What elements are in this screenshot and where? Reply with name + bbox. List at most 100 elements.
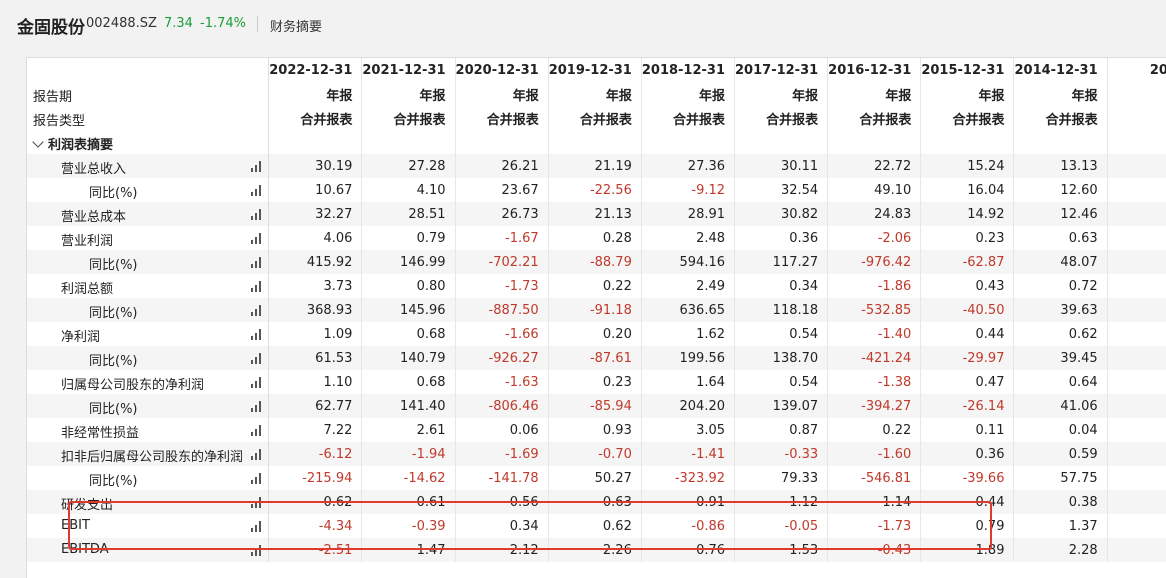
chart-icon-cell[interactable] xyxy=(245,154,270,178)
chart-icon-cell[interactable] xyxy=(245,274,270,298)
column-header-period[interactable] xyxy=(1107,82,1166,106)
column-header-date[interactable]: 2016-12-31 xyxy=(827,58,922,82)
section-label-cell[interactable]: 利润表摘要 xyxy=(27,130,245,154)
section-tab-financial-summary[interactable]: 财务摘要 xyxy=(270,20,323,35)
bar-chart-icon[interactable] xyxy=(250,376,263,388)
empty-cell xyxy=(268,130,363,154)
column-header-date[interactable]: 2021-12-31 xyxy=(361,58,456,82)
column-header-type[interactable]: 合并报表 xyxy=(548,106,642,130)
column-header-type[interactable]: 合并报表 xyxy=(734,106,829,130)
bar-chart-icon[interactable] xyxy=(250,352,263,364)
column-header-type[interactable]: 合并报表 xyxy=(920,106,1015,130)
chart-icon-cell[interactable] xyxy=(245,442,270,466)
column-header-period[interactable]: 年报 xyxy=(548,82,642,106)
chart-icon-cell[interactable] xyxy=(245,466,270,490)
value-cell: -1.40 xyxy=(827,322,922,346)
value-cell: 1.09 xyxy=(268,322,363,346)
column-header-period[interactable]: 年报 xyxy=(455,82,549,106)
column-header-period[interactable]: 年报 xyxy=(1013,82,1108,106)
bar-chart-icon[interactable] xyxy=(250,304,263,316)
value-cell: 1.47 xyxy=(361,538,456,562)
value-cell: 0.34 xyxy=(455,514,549,538)
column-header-date[interactable]: 2014-12-31 xyxy=(1013,58,1108,82)
value-cell: 0.79 xyxy=(920,514,1015,538)
bar-chart-icon[interactable] xyxy=(250,472,263,484)
chevron-down-icon[interactable] xyxy=(32,136,44,148)
bar-chart-icon[interactable] xyxy=(250,256,263,268)
bar-chart-icon[interactable] xyxy=(250,424,263,436)
column-header-type[interactable]: 合并报表 xyxy=(641,106,736,130)
bar-chart-icon[interactable] xyxy=(250,280,263,292)
chart-icon-cell[interactable] xyxy=(245,250,270,274)
bar-chart-icon[interactable] xyxy=(250,544,263,556)
column-header-type[interactable]: 合并报表 xyxy=(827,106,922,130)
column-header-period[interactable]: 年报 xyxy=(827,82,922,106)
chart-icon-cell[interactable] xyxy=(245,202,270,226)
chart-icon-cell[interactable] xyxy=(245,226,270,250)
chart-icon-cell[interactable] xyxy=(245,370,270,394)
column-header-date[interactable]: 2018-12-31 xyxy=(641,58,736,82)
column-header-type[interactable]: 合并报表 xyxy=(268,106,363,130)
column-header-period[interactable]: 年报 xyxy=(268,82,363,106)
chart-icon-cell[interactable] xyxy=(245,418,270,442)
column-header-date[interactable]: 201 xyxy=(1107,58,1166,82)
chart-icon-cell[interactable] xyxy=(245,538,270,562)
bar-chart-icon[interactable] xyxy=(250,520,263,532)
bar-chart-icon[interactable] xyxy=(250,448,263,460)
value-cell: 23.67 xyxy=(455,178,549,202)
chart-icon-cell[interactable] xyxy=(245,514,270,538)
column-header-type[interactable]: 合并报表 xyxy=(361,106,456,130)
column-header-date[interactable]: 2022-12-31 xyxy=(268,58,363,82)
column-header-period[interactable]: 年报 xyxy=(361,82,456,106)
section-label[interactable]: 利润表摘要 xyxy=(32,134,113,153)
table-row: 同比(%) 415.92 146.99 -702.21 -88.79 594.16 117.… xyxy=(27,250,1166,274)
value-cell: 79.33 xyxy=(734,466,829,490)
value-cell: 2.48 xyxy=(641,226,736,250)
column-header-period[interactable]: 年报 xyxy=(920,82,1015,106)
value-cell: -976.42 xyxy=(827,250,922,274)
column-header-date[interactable]: 2019-12-31 xyxy=(548,58,642,82)
section-row[interactable]: 利润表摘要 xyxy=(27,130,1166,154)
chart-icon-cell[interactable] xyxy=(245,298,270,322)
bar-chart-icon[interactable] xyxy=(250,208,263,220)
chart-icon-cell[interactable] xyxy=(245,490,270,514)
value-cell xyxy=(1107,298,1166,322)
column-header-date[interactable]: 2020-12-31 xyxy=(455,58,549,82)
value-cell: 146.99 xyxy=(361,250,456,274)
value-cell: 48.07 xyxy=(1013,250,1108,274)
bar-chart-icon[interactable] xyxy=(250,400,263,412)
bar-chart-icon[interactable] xyxy=(250,184,263,196)
value-cell: -926.27 xyxy=(455,346,549,370)
chart-icon-cell[interactable] xyxy=(245,178,270,202)
bar-chart-icon[interactable] xyxy=(250,496,263,508)
value-cell xyxy=(1107,370,1166,394)
table-row: 同比(%) 368.93 145.96 -887.50 -91.18 636.65 118.… xyxy=(27,298,1166,322)
chart-icon-cell[interactable] xyxy=(245,394,270,418)
chart-icon-cell[interactable] xyxy=(245,346,270,370)
header-row-period: 报告期 年报 年报 年报 年报 年报 年报 年报 年报 年报 xyxy=(27,82,1166,106)
column-header-date[interactable]: 2015-12-31 xyxy=(920,58,1015,82)
value-cell: 30.82 xyxy=(734,202,829,226)
column-header-type[interactable] xyxy=(1107,106,1166,130)
value-cell: -91.18 xyxy=(548,298,642,322)
chart-icon-cell[interactable] xyxy=(245,322,270,346)
column-header-date[interactable]: 2017-12-31 xyxy=(734,58,829,82)
value-cell: -1.94 xyxy=(361,442,456,466)
value-cell: 0.36 xyxy=(920,442,1015,466)
column-header-period[interactable]: 年报 xyxy=(641,82,736,106)
row-label-cell: 营业总收入 xyxy=(27,154,246,178)
column-header-period[interactable]: 年报 xyxy=(734,82,829,106)
bar-chart-icon[interactable] xyxy=(250,328,263,340)
bar-chart-icon[interactable] xyxy=(250,160,263,172)
header-label-cell xyxy=(27,58,245,82)
value-cell: 0.34 xyxy=(734,274,829,298)
icon-cell xyxy=(245,58,270,82)
row-label: 营业利润 xyxy=(61,234,114,249)
column-header-type[interactable]: 合并报表 xyxy=(455,106,549,130)
value-cell: -1.69 xyxy=(455,442,549,466)
value-cell: -887.50 xyxy=(455,298,549,322)
column-header-type[interactable]: 合并报表 xyxy=(1013,106,1108,130)
bar-chart-icon[interactable] xyxy=(250,232,263,244)
value-cell: -0.86 xyxy=(641,514,736,538)
value-cell: -0.43 xyxy=(827,538,922,562)
